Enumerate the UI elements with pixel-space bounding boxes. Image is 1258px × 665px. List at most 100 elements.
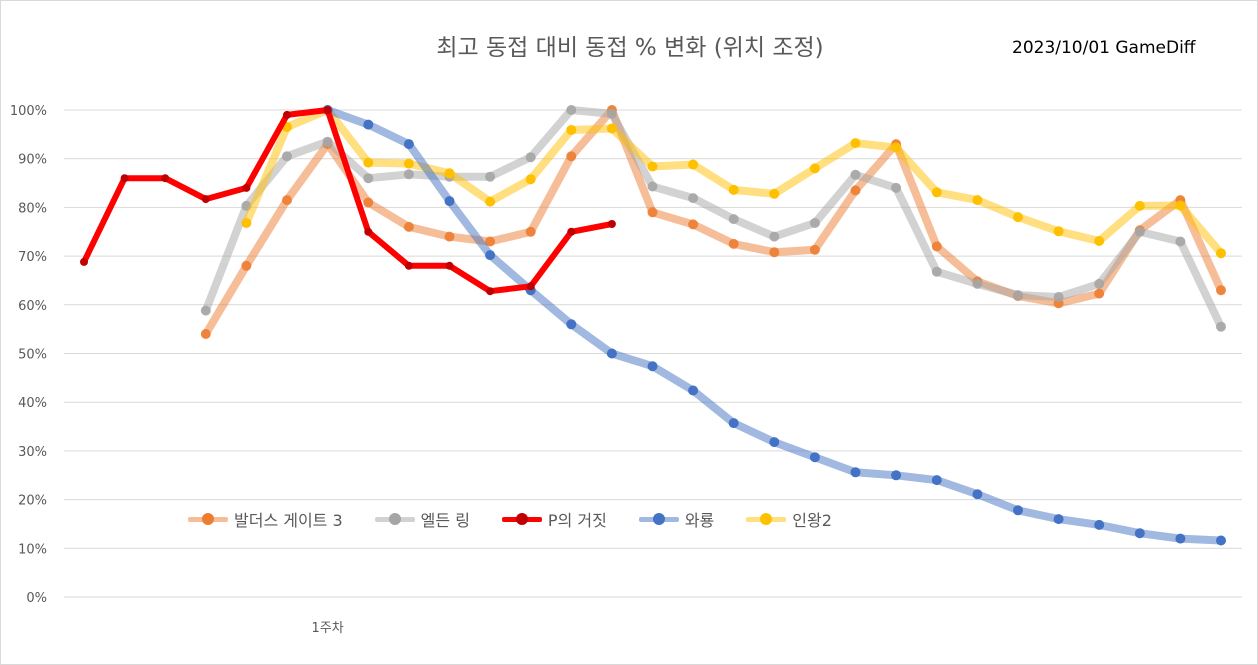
data-point-nioh-2 (688, 159, 699, 170)
data-point-baldurs-gate-3 (363, 197, 374, 208)
data-point-elden-ring (322, 136, 333, 147)
data-point-elden-ring (1134, 226, 1145, 237)
data-point-wo-long (728, 418, 739, 429)
chart-source-stamp: 2023/10/01 GameDiff (1012, 38, 1196, 58)
data-point-wo-long (1053, 514, 1064, 525)
data-point-baldurs-gate-3 (850, 185, 861, 196)
data-point-lies-of-p (567, 227, 576, 236)
legend-label: P의 거짓 (547, 511, 607, 530)
legend-label: 발더스 게이트 3 (234, 511, 343, 530)
data-point-nioh-2 (241, 218, 252, 228)
data-point-wo-long (688, 385, 699, 396)
data-point-nioh-2 (485, 196, 496, 207)
data-point-nioh-2 (647, 161, 658, 172)
data-point-nioh-2 (1013, 212, 1023, 223)
data-point-elden-ring (688, 193, 699, 204)
data-point-wo-long (647, 361, 658, 372)
data-point-nioh-2 (444, 168, 455, 179)
data-point-wo-long (972, 489, 983, 500)
data-point-lies-of-p (242, 183, 251, 192)
data-point-elden-ring (1216, 321, 1226, 332)
data-point-lies-of-p (161, 174, 170, 183)
y-tick-label: 30% (18, 445, 47, 460)
data-point-baldurs-gate-3 (403, 221, 414, 232)
legend-item-baldurs-gate-3: 발더스 게이트 3 (186, 507, 343, 531)
data-point-wo-long (485, 250, 496, 261)
data-point-baldurs-gate-3 (525, 226, 536, 237)
data-point-wo-long (1013, 505, 1023, 516)
data-point-wo-long (891, 470, 902, 481)
data-point-baldurs-gate-3 (200, 329, 211, 339)
data-point-elden-ring (728, 214, 739, 225)
data-point-baldurs-gate-3 (485, 236, 496, 247)
data-point-wo-long (403, 139, 414, 150)
legend-marker-icon (637, 509, 681, 529)
data-point-elden-ring (1013, 290, 1023, 301)
data-point-nioh-2 (769, 188, 780, 199)
series-layer (80, 105, 1226, 546)
data-point-baldurs-gate-3 (1216, 285, 1226, 296)
data-point-nioh-2 (1216, 248, 1226, 259)
data-point-wo-long (1094, 519, 1105, 530)
data-point-nioh-2 (931, 187, 942, 198)
series-lies-of-p (80, 106, 616, 296)
data-point-elden-ring (809, 218, 820, 228)
data-point-baldurs-gate-3 (282, 195, 292, 206)
data-point-baldurs-gate-3 (566, 151, 577, 162)
data-point-baldurs-gate-3 (444, 231, 455, 242)
data-point-elden-ring (403, 169, 414, 180)
data-point-elden-ring (647, 181, 658, 192)
data-point-nioh-2 (972, 195, 983, 206)
data-point-elden-ring (931, 266, 942, 277)
data-point-baldurs-gate-3 (241, 260, 252, 271)
data-point-nioh-2 (1134, 200, 1145, 211)
data-point-nioh-2 (403, 158, 414, 169)
data-point-wo-long (769, 437, 780, 448)
data-point-wo-long (1134, 528, 1145, 539)
x-axis-tick-label: 1주차 (312, 621, 344, 636)
data-point-elden-ring (200, 305, 211, 316)
data-point-wo-long (566, 319, 577, 330)
legend-marker-icon (744, 509, 788, 529)
data-point-lies-of-p (404, 261, 413, 270)
data-point-wo-long (809, 452, 820, 463)
data-point-lies-of-p (486, 287, 495, 296)
data-point-lies-of-p (445, 261, 454, 270)
legend-item-nioh-2: 인왕2 (744, 507, 832, 531)
data-point-nioh-2 (525, 174, 536, 185)
data-point-nioh-2 (891, 142, 902, 153)
legend-marker-icon (373, 509, 417, 529)
data-point-wo-long (1216, 535, 1226, 546)
data-point-nioh-2 (1094, 236, 1105, 246)
data-point-baldurs-gate-3 (688, 219, 699, 230)
series-line-baldurs-gate-3 (201, 106, 1225, 338)
chart-title: 최고 동접 대비 동접 % 변화 (위치 조정) (436, 35, 824, 61)
y-tick-label: 40% (18, 396, 47, 411)
data-point-nioh-2 (1053, 226, 1064, 237)
legend-marker-icon (500, 509, 544, 529)
data-point-baldurs-gate-3 (769, 247, 780, 258)
legend-item-elden-ring: 엘든 링 (373, 507, 470, 531)
data-point-nioh-2 (566, 125, 577, 135)
data-point-wo-long (931, 475, 942, 486)
legend-label: 와룡 (684, 511, 715, 530)
data-point-lies-of-p (201, 195, 210, 204)
series-elden-ring (200, 105, 1226, 332)
y-tick-label: 20% (18, 494, 47, 509)
y-tick-label: 10% (18, 542, 47, 557)
data-point-elden-ring (1175, 236, 1186, 247)
data-point-wo-long (850, 467, 861, 478)
data-point-lies-of-p (364, 227, 373, 236)
data-point-baldurs-gate-3 (1094, 288, 1105, 299)
data-point-nioh-2 (363, 157, 374, 168)
legend-marker-icon (186, 509, 230, 529)
y-tick-label: 90% (18, 153, 47, 168)
series-line-elden-ring (201, 106, 1225, 331)
y-tick-label: 60% (18, 299, 47, 314)
y-axis-tick-labels: 0% 10% 20% 30% 40% 50% 60% 70% 80% 90% 100% (10, 104, 47, 606)
y-tick-label: 80% (18, 201, 47, 216)
series-line-nioh-2 (242, 106, 1225, 258)
data-point-nioh-2 (1175, 200, 1186, 211)
legend-label: 인왕2 (792, 511, 832, 530)
